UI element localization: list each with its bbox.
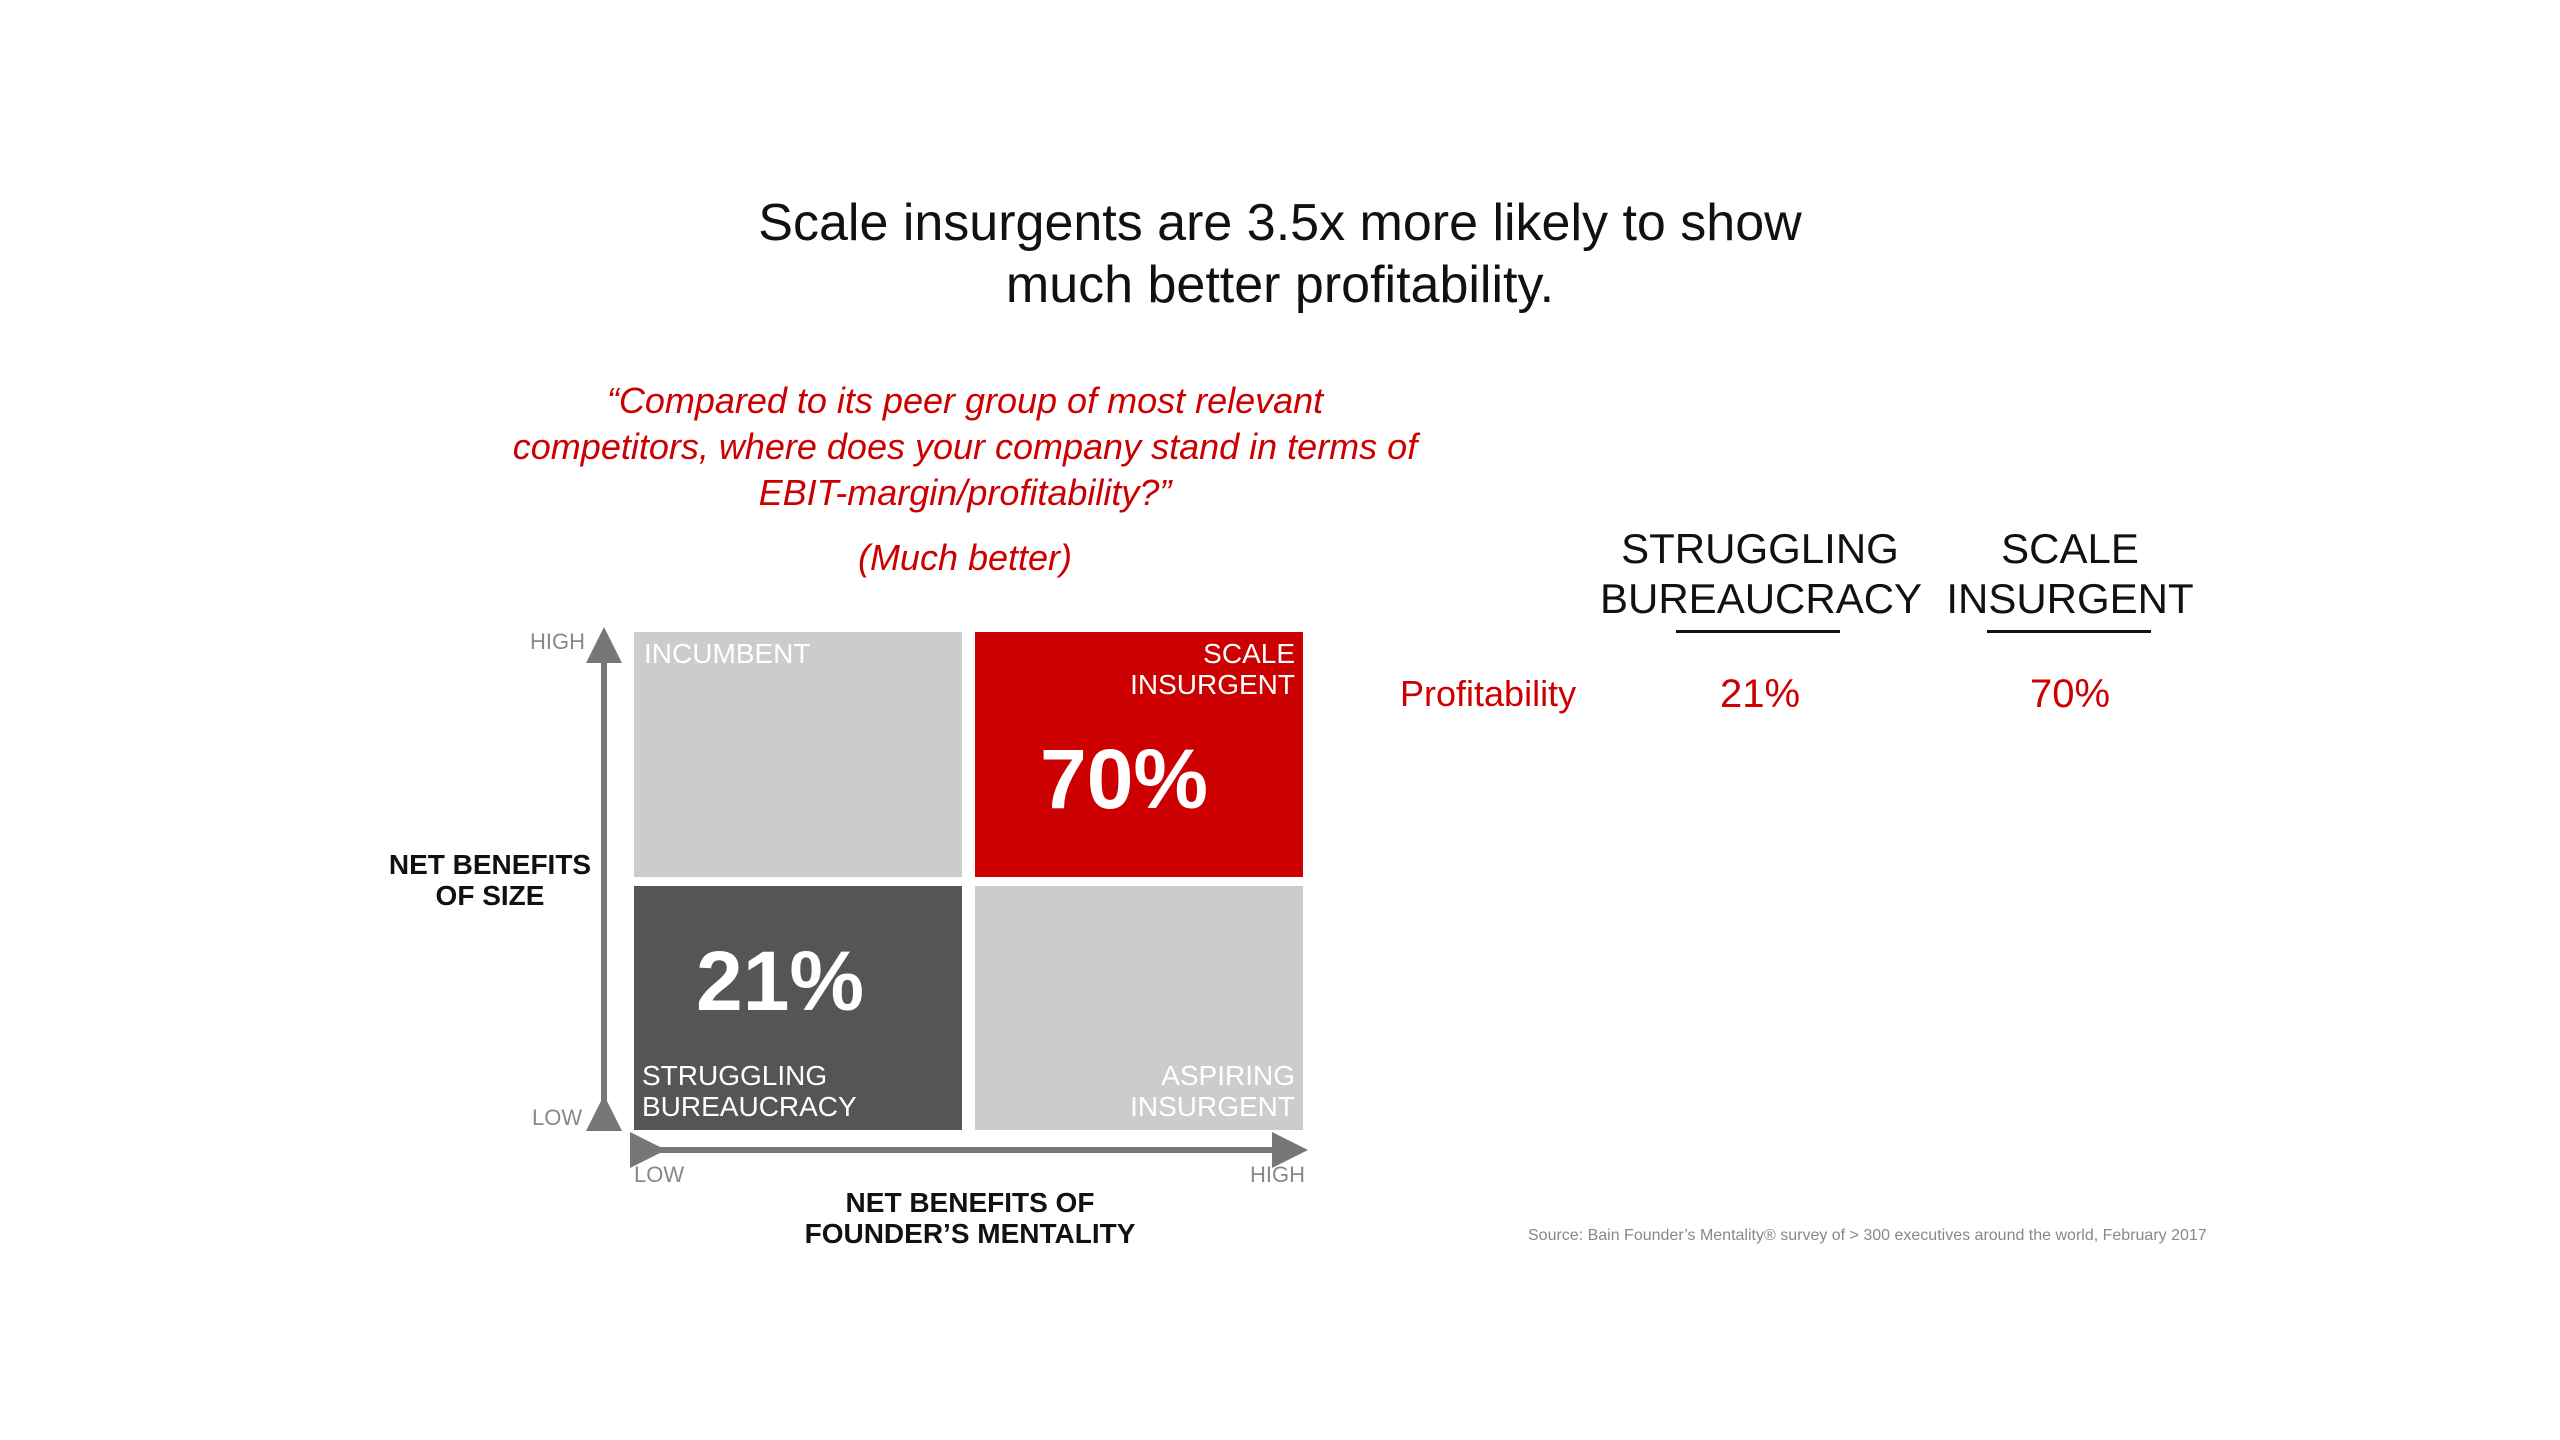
struggling-label-line-2: BUREAUCRACY bbox=[642, 1091, 857, 1122]
y-axis-high-label: HIGH bbox=[530, 629, 585, 654]
profitability-value-struggling: 21% bbox=[1719, 672, 1801, 716]
y-axis-title-line-2: OF SIZE bbox=[435, 880, 545, 911]
y-axis-title: NET BENEFITS OF SIZE bbox=[380, 849, 600, 911]
aspiring-label-line-1: ASPIRING bbox=[1161, 1060, 1295, 1091]
struggling-bureaucracy-value: 21% bbox=[696, 934, 865, 1028]
quadrant-aspiring-insurgent: ASPIRING INSURGENT bbox=[975, 886, 1303, 1130]
column-header-scale-insurgent: SCALE INSURGENT bbox=[1920, 524, 2220, 624]
quadrant-scale-insurgent-label: SCALE INSURGENT bbox=[1130, 638, 1295, 700]
scale-insurgent-value: 70% bbox=[1040, 732, 1209, 826]
column-a-line-2: BUREAUCRACY bbox=[1600, 575, 1923, 622]
title-line-2: much better profitability. bbox=[1005, 256, 1555, 314]
profitability-row-label: Profitability bbox=[1400, 673, 1577, 714]
question-line-3: EBIT-margin/profitability?” bbox=[758, 472, 1172, 513]
column-a-line-1: STRUGGLING bbox=[1621, 525, 1899, 572]
x-axis-high-label: HIGH bbox=[1250, 1162, 1305, 1187]
x-axis-title-line-1: NET BENEFITS OF bbox=[845, 1187, 1095, 1218]
scale-insurgent-label-line-1: SCALE bbox=[1203, 638, 1295, 669]
scale-insurgent-label-line-2: INSURGENT bbox=[1130, 669, 1295, 700]
quadrant-struggling-bureaucracy: 21% STRUGGLING BUREAUCRACY bbox=[634, 886, 962, 1130]
x-axis-title: NET BENEFITS OF FOUNDER’S MENTALITY bbox=[800, 1187, 1140, 1249]
quadrant-struggling-bureaucracy-label: STRUGGLING BUREAUCRACY bbox=[642, 1060, 857, 1122]
question-line-2: competitors, where does your company sta… bbox=[512, 426, 1418, 467]
survey-question: “Compared to its peer group of most rele… bbox=[470, 378, 1460, 516]
quadrant-incumbent: INCUMBENT bbox=[634, 632, 962, 877]
incumbent-label-text: INCUMBENT bbox=[644, 638, 811, 669]
quadrant-incumbent-label: INCUMBENT bbox=[644, 638, 810, 669]
column-b-line-1: SCALE bbox=[2001, 525, 2139, 572]
quadrant-scale-insurgent: SCALE INSURGENT 70% bbox=[975, 632, 1303, 877]
quadrant-aspiring-insurgent-label: ASPIRING INSURGENT bbox=[1130, 1060, 1295, 1122]
title-line-1: Scale insurgents are 3.5x more likely to… bbox=[758, 194, 1802, 252]
page-title: Scale insurgents are 3.5x more likely to… bbox=[0, 192, 2560, 316]
column-a-underline bbox=[1676, 630, 1840, 633]
y-axis-low-label: LOW bbox=[532, 1105, 583, 1130]
source-footnote: Source: Bain Founder’s Mentality® survey… bbox=[1528, 1227, 2207, 1244]
struggling-label-line-1: STRUGGLING bbox=[642, 1060, 828, 1091]
question-qualifier: (Much better) bbox=[857, 537, 1073, 578]
profitability-value-scale: 70% bbox=[2029, 672, 2111, 716]
column-b-line-2: INSURGENT bbox=[1946, 575, 2194, 622]
x-axis-low-label: LOW bbox=[634, 1162, 685, 1187]
question-line-1: “Compared to its peer group of most rele… bbox=[606, 380, 1324, 421]
aspiring-label-line-2: INSURGENT bbox=[1130, 1091, 1295, 1122]
x-axis-title-line-2: FOUNDER’S MENTALITY bbox=[804, 1218, 1136, 1249]
column-b-underline bbox=[1987, 630, 2151, 633]
y-axis-title-line-1: NET BENEFITS bbox=[388, 849, 592, 880]
column-header-struggling-bureaucracy: STRUGGLING BUREAUCRACY bbox=[1600, 524, 1923, 624]
